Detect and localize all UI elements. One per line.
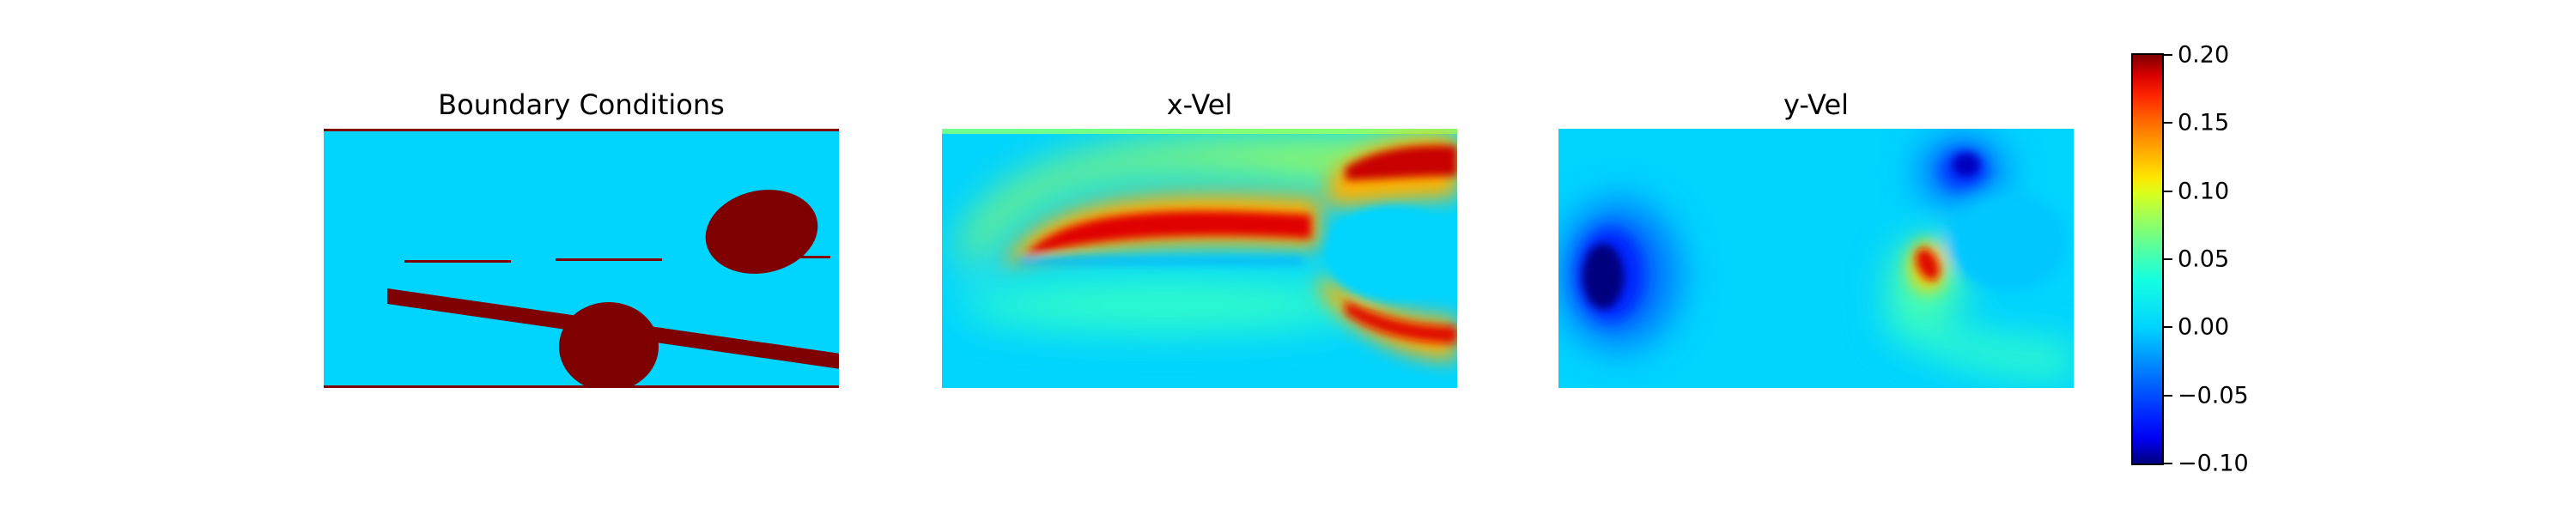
colorbar-tick-mark [2164, 190, 2172, 192]
right-high-core [1916, 248, 1940, 281]
colorbar-tick-label: 0.15 [2178, 109, 2230, 136]
colorbar-tick-mark [2164, 463, 2172, 464]
colorbar-tick-mark [2164, 394, 2172, 397]
panel-title-y-vel: y-Vel [1783, 88, 1850, 121]
panel-title-boundary-conditions: Boundary Conditions [438, 88, 725, 121]
panel-title-x-vel: x-Vel [1166, 88, 1233, 121]
plate-wake [1019, 258, 1303, 264]
top-low-core [1953, 153, 1980, 177]
colorbar-tick-label: −0.10 [2178, 450, 2249, 477]
wake-core [1326, 206, 1457, 300]
boundary-conditions-map [324, 129, 839, 388]
thin-plate-middle [556, 258, 662, 261]
bottom-wall [324, 385, 839, 388]
colorbar [2131, 53, 2164, 465]
wake-bubble [1956, 202, 2063, 288]
top-right-jet-core [1346, 145, 1457, 180]
colorbar-tick-mark [2164, 122, 2172, 124]
colorbar-tick-mark [2164, 326, 2172, 329]
upper-jet-outer [959, 136, 1457, 266]
x-vel-svg [942, 129, 1457, 360]
boundary-conditions-svg [324, 129, 839, 388]
lower-right-band [1885, 300, 2074, 378]
colorbar-tick-label: 0.00 [2178, 313, 2230, 341]
colorbar-tick-label: 0.05 [2178, 245, 2230, 273]
lower-jet-core [1346, 300, 1457, 343]
colorbar-tick-label: 0.20 [2178, 41, 2230, 69]
left-low-core [1583, 244, 1624, 309]
upper-ellipse [705, 190, 818, 274]
upper-jet-core [1024, 210, 1311, 258]
colorbar-tick-label: −0.05 [2178, 382, 2249, 409]
thin-plate-left [404, 260, 511, 263]
lower-ellipse [559, 302, 659, 388]
colorbar-tick-mark [2164, 54, 2172, 56]
y-vel-svg [1558, 137, 2074, 378]
x-vel-map [942, 129, 1457, 388]
colorbar-tick-label: 0.10 [2178, 178, 2230, 205]
lower-band [959, 279, 1371, 330]
top-wall [324, 129, 839, 131]
y-vel-map [1558, 129, 2074, 388]
colorbar-tick-mark [2164, 258, 2172, 260]
